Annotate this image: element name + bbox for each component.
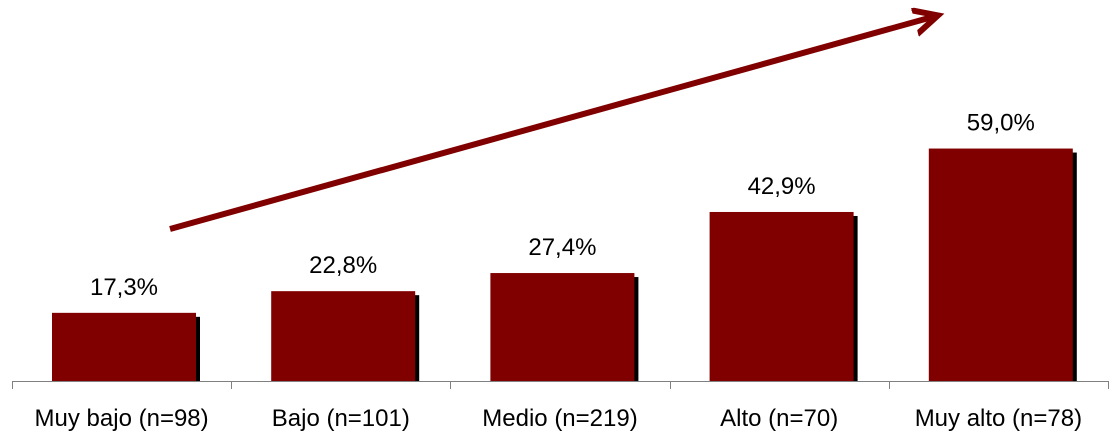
- bar-value-label: 42,9%: [748, 173, 816, 200]
- bar-value-label: 17,3%: [90, 274, 158, 301]
- bar-value-label: 27,4%: [528, 234, 596, 261]
- bar: [271, 291, 416, 381]
- bar-value-label: 22,8%: [309, 252, 377, 279]
- x-tick-label: Alto (n=70): [720, 405, 838, 432]
- x-tick-label: Medio (n=219): [482, 405, 637, 432]
- bar: [928, 148, 1073, 381]
- x-axis: [12, 381, 1109, 389]
- labels-layer: 17,3% Muy bajo (n=98) 22,8% Bajo (n=101) 27,…: [35, 110, 1083, 432]
- bar-value-label: 59,0%: [967, 110, 1035, 137]
- bar: [52, 312, 196, 381]
- bar: [490, 273, 635, 381]
- x-tick-label: Muy bajo (n=98): [35, 405, 209, 432]
- trend-arrow-layer: [169, 16, 936, 232]
- x-tick-label: Muy alto (n=78): [915, 405, 1082, 432]
- x-tick-label: Bajo (n=101): [272, 405, 410, 432]
- bar: [709, 211, 854, 381]
- bars-layer: [52, 148, 1077, 381]
- trend-arrow: [169, 16, 936, 232]
